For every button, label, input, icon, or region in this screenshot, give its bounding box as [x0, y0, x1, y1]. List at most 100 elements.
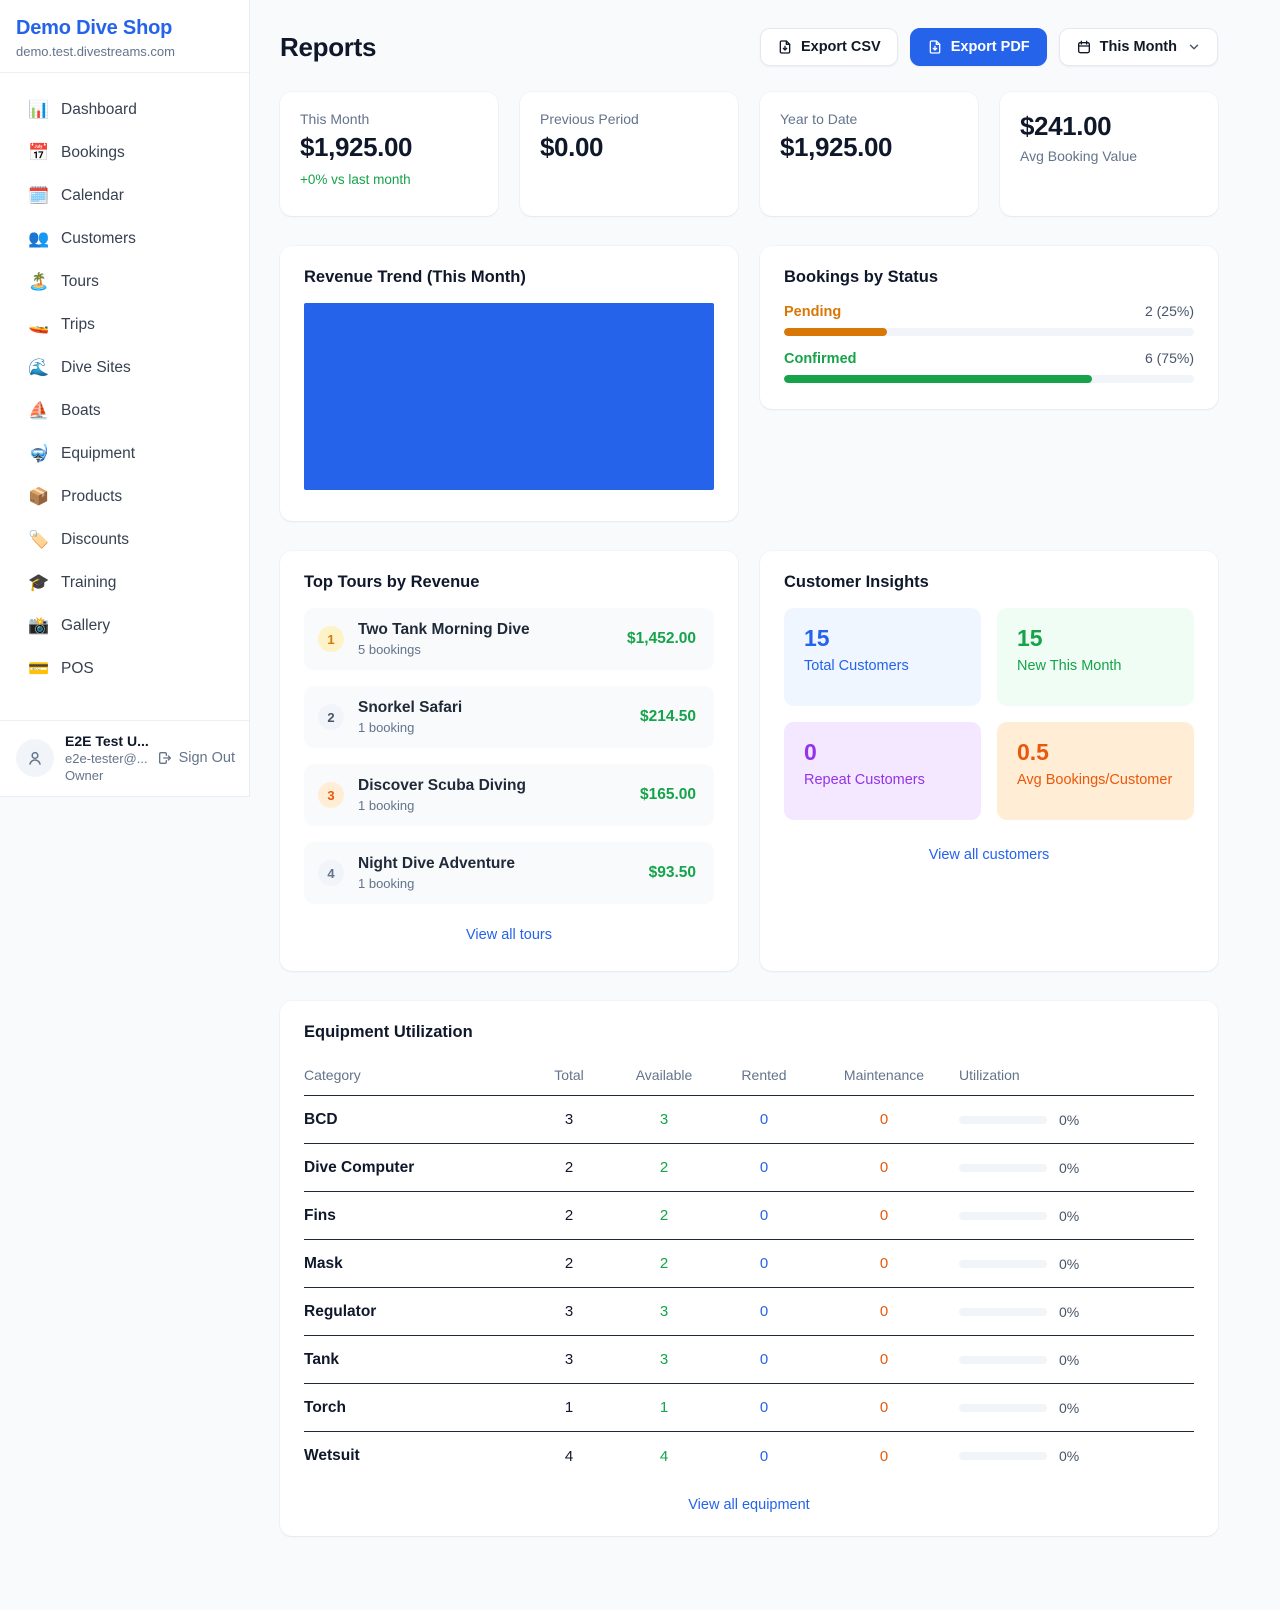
sidebar-item-equipment[interactable]: 🤿 Equipment [0, 432, 249, 475]
equipment-available: 2 [659, 1207, 669, 1224]
equipment-available: 4 [659, 1447, 669, 1465]
sidebar-item-tours[interactable]: 🏝️ Tours [0, 260, 249, 303]
tour-row: 1 Two Tank Morning Dive 5 bookings $1,452… [304, 608, 714, 670]
page-header: Reports Export CSV Export PDF This Month [280, 28, 1218, 66]
utilization-percent: 0% [1059, 1303, 1080, 1320]
equipment-total: 2 [564, 1159, 574, 1176]
stat-label: Avg Booking Value [1020, 148, 1138, 164]
export-csv-button[interactable]: Export CSV [759, 28, 898, 66]
insight-label: New This Month [1017, 658, 1122, 674]
progress-track [959, 1355, 1047, 1364]
utilization-percent: 0% [1059, 1159, 1080, 1176]
table-row: BCD 3 3 0 0 0% [304, 1096, 1194, 1144]
progress-fill [784, 328, 887, 336]
stat-label: Previous Period [540, 111, 639, 127]
sidebar-item-pos[interactable]: 💳 POS [0, 647, 249, 690]
table-row: Fins 2 2 0 0 0% [304, 1192, 1194, 1240]
graduation-cap-icon: 🎓 [28, 573, 50, 592]
sidebar-item-calendar[interactable]: 🗓️ Calendar [0, 174, 249, 217]
rank-badge: 2 [318, 704, 344, 730]
insight-value: 0 [804, 739, 817, 765]
rank-badge: 4 [318, 860, 344, 886]
tag-icon: 🏷️ [28, 530, 50, 549]
sidebar-item-dashboard[interactable]: 📊 Dashboard [0, 88, 249, 131]
progress-track [959, 1452, 1047, 1460]
sidebar-item-label: Calendar [61, 186, 124, 204]
progress-track [959, 1307, 1047, 1316]
sidebar-item-label: Equipment [61, 444, 136, 462]
sidebar-item-label: Discounts [61, 530, 130, 548]
page-title: Reports [280, 31, 377, 62]
tour-revenue: $1,452.00 [627, 630, 696, 647]
rank-badge: 3 [318, 782, 344, 808]
status-value: 6 (75%) [1144, 350, 1194, 366]
utilization-percent: 0% [1059, 1351, 1080, 1368]
view-all-equipment-link[interactable]: View all equipment [688, 1497, 810, 1513]
sidebar-item-training[interactable]: 🎓 Training [0, 561, 249, 604]
table-row: Tank 3 3 0 0 0% [304, 1336, 1194, 1384]
equipment-category: Mask [304, 1254, 343, 1272]
export-pdf-label: Export PDF [950, 39, 1030, 55]
sidebar-item-label: Dive Sites [61, 358, 131, 376]
brand-name[interactable]: Demo Dive Shop [16, 17, 173, 39]
export-pdf-button[interactable]: Export PDF [909, 28, 1047, 66]
sign-out-button[interactable]: Sign Out [157, 750, 235, 766]
stat-previous-period: Previous Period $0.00 [520, 92, 738, 216]
user-email: e2e-tester@... [65, 751, 148, 766]
sidebar-item-gallery[interactable]: 📸 Gallery [0, 604, 249, 647]
brand-block: Demo Dive Shop demo.test.divestreams.com [0, 0, 249, 73]
column-header: Rented [741, 1066, 787, 1083]
column-header: Utilization [959, 1066, 1020, 1083]
credit-card-icon: 💳 [28, 659, 50, 678]
header-actions: Export CSV Export PDF This Month [759, 28, 1218, 66]
equipment-rented: 0 [759, 1351, 769, 1368]
people-icon: 👥 [28, 229, 50, 248]
spiral-calendar-icon: 🗓️ [28, 186, 50, 205]
stat-value: $1,925.00 [300, 132, 413, 162]
equipment-utilization: 0% [959, 1112, 1194, 1128]
table-row: Wetsuit 4 4 0 0 0% [304, 1432, 1194, 1480]
bar-chart-icon: 📊 [28, 100, 50, 119]
equipment-category: Wetsuit [304, 1447, 360, 1464]
insight-label: Total Customers [804, 658, 909, 674]
equipment-maintenance: 0 [879, 1159, 889, 1176]
tour-name: Snorkel Safari [358, 699, 463, 716]
sidebar-item-dive-sites[interactable]: 🌊 Dive Sites [0, 346, 249, 389]
sidebar-item-label: Tours [61, 272, 99, 290]
column-header: Available [635, 1066, 693, 1083]
tour-name: Two Tank Morning Dive [358, 621, 530, 638]
stat-avg-booking-value: $241.00 Avg Booking Value [1000, 92, 1218, 216]
sidebar-item-products[interactable]: 📦 Products [0, 475, 249, 518]
sidebar-item-label: Boats [61, 401, 101, 419]
sidebar-item-bookings[interactable]: 📅 Bookings [0, 131, 249, 174]
column-header: Total [554, 1066, 584, 1083]
export-csv-label: Export CSV [800, 39, 881, 55]
sidebar-item-label: Products [61, 487, 123, 505]
insight-value: 0.5 [1017, 739, 1049, 765]
tour-revenue: $214.50 [639, 708, 696, 725]
avatar [16, 739, 54, 777]
view-all-tours-link[interactable]: View all tours [466, 927, 552, 943]
sidebar-item-boats[interactable]: ⛵ Boats [0, 389, 249, 432]
status-label: Confirmed [784, 351, 857, 367]
progress-track [959, 1211, 1047, 1220]
equipment-utilization-panel: Equipment Utilization Category Total Ava… [280, 1001, 1218, 1536]
equipment-available: 3 [659, 1111, 669, 1128]
customer-insights-panel: Customer Insights 15 Total Customers 15 … [760, 551, 1218, 971]
brand-domain: demo.test.divestreams.com [16, 44, 175, 59]
sidebar-item-trips[interactable]: 🚤 Trips [0, 303, 249, 346]
sidebar-item-label: Training [61, 573, 117, 591]
view-all-customers-link[interactable]: View all customers [928, 847, 1050, 863]
panel-title: Bookings by Status [784, 268, 939, 286]
sidebar-item-customers[interactable]: 👥 Customers [0, 217, 249, 260]
sidebar-nav: 📊 Dashboard 📅 Bookings 🗓️ Calendar 👥 Custome… [0, 73, 249, 690]
period-dropdown[interactable]: This Month [1058, 28, 1218, 66]
bookings-by-status-panel: Bookings by Status Pending 2 (25%) Confi… [760, 246, 1218, 409]
equipment-category: Torch [304, 1398, 346, 1416]
tour-row: 4 Night Dive Adventure 1 booking $93.50 [304, 842, 714, 904]
sidebar-item-discounts[interactable]: 🏷️ Discounts [0, 518, 249, 561]
equipment-maintenance: 0 [879, 1447, 889, 1465]
equipment-utilization: 0% [959, 1448, 1194, 1464]
equipment-utilization: 0% [959, 1160, 1194, 1176]
island-icon: 🏝️ [28, 272, 50, 291]
